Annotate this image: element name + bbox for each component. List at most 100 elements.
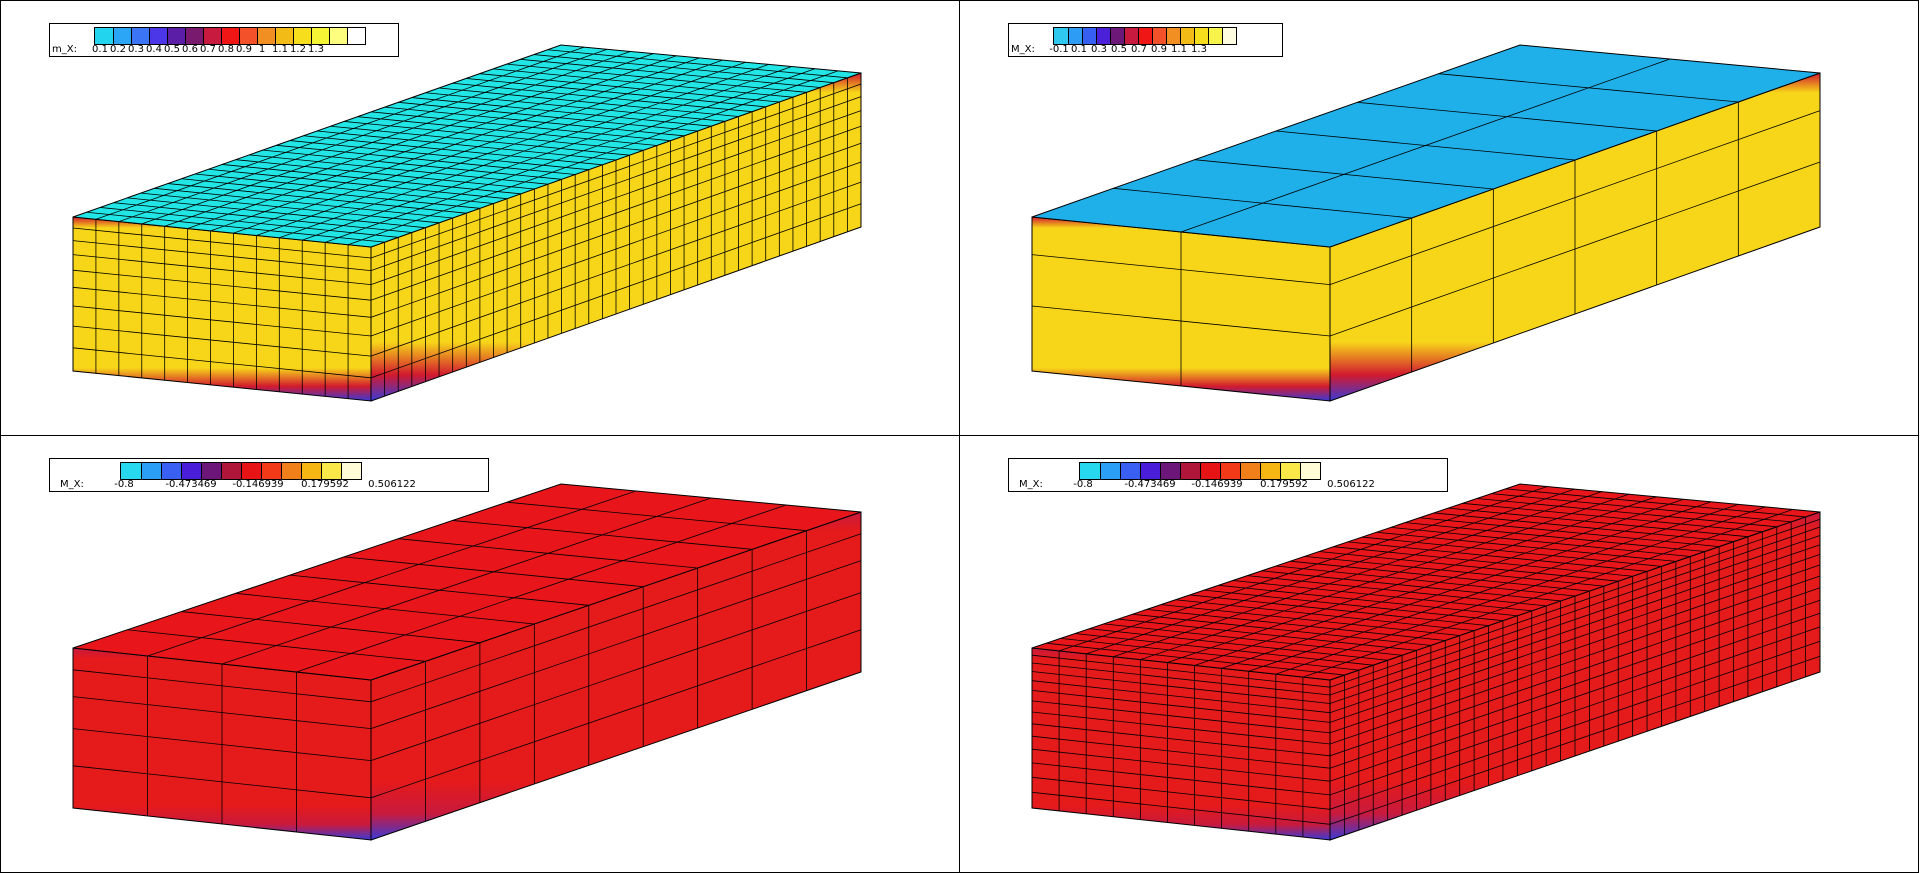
mesh-line xyxy=(140,192,440,224)
colorbar-swatch xyxy=(1068,28,1082,44)
mesh-box-render xyxy=(1031,44,1821,402)
mesh-line xyxy=(181,611,480,644)
colorbar-swatch xyxy=(1140,463,1160,479)
mesh-line xyxy=(72,203,862,379)
colorbar-swatch xyxy=(131,28,149,44)
front-face xyxy=(1031,647,1331,841)
legend-tick-label: -0.8 xyxy=(1073,479,1093,490)
legend-tick-label: 1.1 xyxy=(1171,44,1187,55)
legend-tick-label: 1.2 xyxy=(290,44,306,55)
mesh-line xyxy=(1261,570,1561,602)
mesh-line xyxy=(1405,522,1705,552)
mesh-line xyxy=(1476,498,1777,528)
mesh-line xyxy=(1347,541,1648,572)
mesh-line xyxy=(1031,612,1821,782)
mesh-line xyxy=(72,181,862,357)
color-legend: M_X: -0.1 0.1 0.3 0.5 0.7 0.9 1.1 1.3 xyxy=(1008,23,1283,57)
colorbar-swatch xyxy=(241,463,261,479)
mesh-line xyxy=(262,149,562,180)
legend-label: M_X: xyxy=(60,479,84,490)
mesh-line xyxy=(1505,488,1806,518)
legend-tick-label: 0.179592 xyxy=(301,479,349,490)
colorbar xyxy=(1053,27,1237,45)
colorbar-swatch xyxy=(275,28,293,44)
colorbar-swatch xyxy=(1194,28,1208,44)
legend-tick-label: 1 xyxy=(258,44,266,55)
mesh-line xyxy=(296,504,787,673)
mesh-line xyxy=(506,63,807,93)
colorbar-swatch xyxy=(1138,28,1152,44)
mesh-line xyxy=(1275,130,1576,161)
mesh-line xyxy=(72,533,862,703)
mesh-line xyxy=(1031,526,1821,696)
mesh-line xyxy=(1031,564,1821,734)
colorbar-swatch xyxy=(239,28,257,44)
mesh-line xyxy=(1031,655,1821,825)
mesh-line xyxy=(303,135,603,166)
colorbar-swatch xyxy=(281,463,301,479)
colorbar-swatch xyxy=(221,463,241,479)
mesh-line xyxy=(452,82,753,113)
mesh-line xyxy=(72,83,862,259)
colorbar-swatch xyxy=(203,28,221,44)
colorbar-swatch xyxy=(149,28,167,44)
legend-tick-label: -0.473469 xyxy=(165,479,217,490)
colorbar xyxy=(1079,462,1321,480)
colorbar-swatch xyxy=(1280,463,1300,479)
mesh-line xyxy=(1031,535,1821,704)
mesh-line xyxy=(438,87,739,117)
colorbar-swatch xyxy=(341,463,361,479)
colorbar-swatch xyxy=(95,28,113,44)
colorbar-swatch xyxy=(1222,28,1236,44)
mesh-line xyxy=(1031,599,1821,769)
legend-tick-label: 0.9 xyxy=(1151,44,1167,55)
mesh-line xyxy=(316,130,617,161)
mesh-line xyxy=(194,173,494,204)
colorbar-swatch xyxy=(1080,463,1100,479)
mesh-line xyxy=(72,110,862,286)
legend-tick-label: 0.7 xyxy=(1131,44,1147,55)
mesh-line xyxy=(276,144,576,175)
mesh-line xyxy=(235,592,535,625)
mesh-line xyxy=(222,164,521,195)
mesh-line xyxy=(1075,633,1374,666)
mesh-line xyxy=(208,168,508,200)
mesh-line xyxy=(1118,618,1417,651)
legend-tick-label: 0.3 xyxy=(1091,44,1107,55)
mesh-line xyxy=(1031,640,1821,810)
colorbar-swatch xyxy=(181,463,201,479)
colorbar-swatch xyxy=(321,463,341,479)
mesh-line xyxy=(72,142,862,318)
mesh-line xyxy=(425,92,725,122)
legend-tick-label: 0.2 xyxy=(110,44,126,55)
colorbar-swatch xyxy=(1124,28,1138,44)
legend-label: M_X: xyxy=(1011,44,1035,55)
colorbar xyxy=(120,462,362,480)
legend-tick-label: 0.4 xyxy=(146,44,162,55)
mesh-line xyxy=(1376,531,1676,562)
colorbar-swatch xyxy=(161,463,181,479)
mesh-line xyxy=(344,121,644,151)
colorbar-swatch xyxy=(1208,28,1222,44)
mesh-line xyxy=(1290,560,1590,592)
mesh-line xyxy=(1132,613,1431,646)
legend-tick-label: 0.6 xyxy=(182,44,198,55)
mesh-line xyxy=(1146,609,1446,641)
panel-bottom-right: M_X: -0.8 -0.473469 -0.146939 0.179592 0.506… xyxy=(959,435,1919,873)
legend-tick-label: -0.1 xyxy=(1049,44,1069,55)
colorbar-swatch xyxy=(1260,463,1280,479)
colorbar-swatch xyxy=(329,28,347,44)
panel-bottom-left: M_X: -0.8 -0.473469 -0.146939 0.179592 0.506… xyxy=(0,435,960,873)
legend-tick-label: 0.3 xyxy=(128,44,144,55)
mesh-line xyxy=(113,202,412,233)
colorbar-swatch xyxy=(113,28,131,44)
color-legend: M_X: -0.8 -0.473469 -0.146939 0.179592 0.506… xyxy=(49,458,489,492)
colorbar-swatch xyxy=(1220,463,1240,479)
mesh-line xyxy=(1438,73,1739,103)
legend-tick-label: 0.5 xyxy=(1111,44,1127,55)
mesh-line xyxy=(1304,555,1604,587)
colorbar-swatch xyxy=(1152,28,1166,44)
mesh-line xyxy=(1031,587,1821,757)
legend-tick-label: -0.146939 xyxy=(232,479,284,490)
mesh-line xyxy=(1175,599,1475,631)
